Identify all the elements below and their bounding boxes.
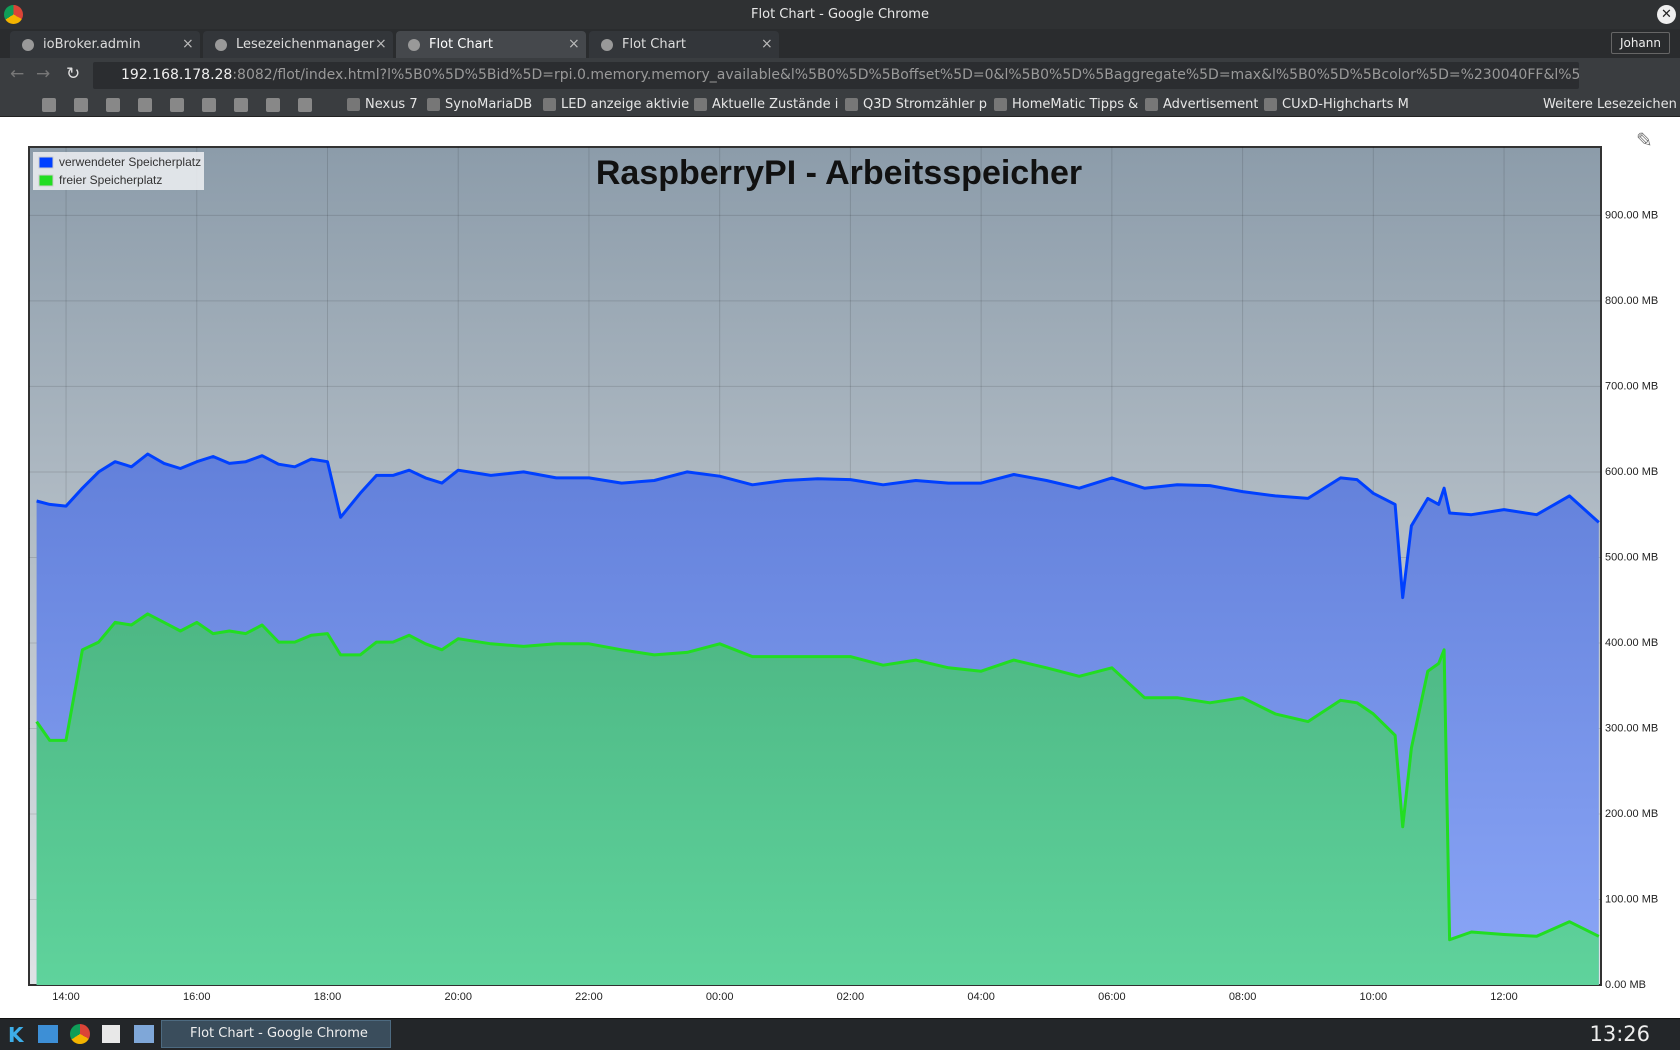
bookmark-icon — [427, 98, 440, 111]
clock: 13:26 — [1589, 1022, 1650, 1046]
bookmark-icon — [543, 98, 556, 111]
bookmark[interactable]: Q3D Stromzähler p — [843, 92, 987, 117]
close-window[interactable]: ✕ — [1657, 5, 1676, 24]
y-tick-label: 200.00 MB — [1605, 808, 1658, 820]
x-tick-label: 22:00 — [575, 991, 603, 1003]
bookmark-app-icon[interactable] — [138, 98, 152, 112]
bookmark-label: CUxD-Highcharts M — [1282, 97, 1409, 112]
legend-box — [33, 152, 204, 190]
area — [36, 613, 1599, 985]
reload-button[interactable]: ↻ — [66, 64, 81, 84]
x-tick-label: 20:00 — [444, 991, 472, 1003]
y-tick-label: 500.00 MB — [1605, 551, 1658, 563]
bookmark-icon — [1264, 98, 1277, 111]
bookmark[interactable]: HomeMatic Tipps & — [992, 92, 1138, 117]
bookmark[interactable]: CUxD-Highcharts M — [1262, 92, 1409, 117]
bookmark-label: Q3D Stromzähler p — [863, 97, 988, 112]
bookmark[interactable]: Aktuelle Zustände i — [692, 92, 838, 117]
bookmark-label: SynoMariaDB — [445, 97, 533, 112]
bookmark-app-icon[interactable] — [106, 98, 120, 112]
tab[interactable]: ioBroker.admin — [10, 31, 200, 58]
bookmark-app-icon[interactable] — [42, 98, 56, 112]
chrome-launcher[interactable] — [70, 1024, 90, 1044]
bookmark-icon — [347, 98, 360, 111]
bookmark-icon — [994, 98, 1007, 111]
bookmark-app-icon[interactable] — [266, 98, 280, 112]
bookmark-label: LED anzeige aktivie — [561, 97, 690, 112]
bookmark[interactable]: Nexus 7 — [345, 92, 418, 117]
x-tick-label: 18:00 — [314, 991, 342, 1003]
chart-title: RaspberryPI - Arbeitsspeicher — [596, 154, 1082, 192]
y-tick-label: 600.00 MB — [1605, 466, 1658, 478]
url-host: 192.168.178.28 — [121, 67, 233, 83]
x-tick-label: 10:00 — [1360, 991, 1388, 1003]
bookmark[interactable]: SynoMariaDB — [425, 92, 532, 117]
bookmark-app-icon[interactable] — [234, 98, 248, 112]
y-tick-label: 700.00 MB — [1605, 380, 1658, 392]
y-tick-label: 800.00 MB — [1605, 295, 1658, 307]
bookmark-label: Nexus 7 — [365, 97, 418, 112]
tab-close[interactable]: × — [761, 36, 773, 52]
x-tick-label: 08:00 — [1229, 991, 1257, 1003]
chrome-icon — [4, 5, 23, 24]
filemanager-icon[interactable] — [134, 1025, 154, 1043]
profile-button[interactable]: Johann — [1610, 32, 1670, 54]
x-tick-label: 14:00 — [52, 991, 80, 1003]
tab-icon — [215, 39, 227, 51]
legend-label: freier Speicherplatz — [59, 173, 162, 187]
legend-swatch — [38, 174, 54, 187]
x-tick-label: 12:00 — [1490, 991, 1518, 1003]
tab[interactable]: Flot Chart — [396, 31, 586, 58]
y-tick-label: 100.00 MB — [1605, 893, 1658, 905]
task-button[interactable]: Flot Chart - Google Chrome — [161, 1020, 391, 1048]
calendar-icon[interactable] — [102, 1025, 120, 1043]
bookmark-app-icon[interactable] — [74, 98, 88, 112]
back-button[interactable]: ← — [10, 64, 25, 84]
tab-close[interactable]: × — [182, 36, 194, 52]
tab-icon — [601, 39, 613, 51]
y-tick-label: 400.00 MB — [1605, 637, 1658, 649]
bookmark-app-icon[interactable] — [298, 98, 312, 112]
bookmark-label: Advertisement — [1163, 97, 1259, 112]
tab-close[interactable]: × — [375, 36, 387, 52]
bookmark-app-icon[interactable] — [202, 98, 216, 112]
window-title: Flot Chart - Google Chrome — [0, 0, 1680, 29]
x-tick-label: 16:00 — [183, 991, 211, 1003]
edit-icon[interactable]: ✎ — [1636, 128, 1653, 152]
bookmark-icon — [694, 98, 707, 111]
x-tick-label: 04:00 — [967, 991, 995, 1003]
y-tick-label: 300.00 MB — [1605, 722, 1658, 734]
bookmark-icon — [845, 98, 858, 111]
tab-icon — [22, 39, 34, 51]
bookmark-folder[interactable]: Weitere Lesezeichen — [1543, 97, 1677, 112]
forward-button[interactable]: → — [36, 64, 51, 84]
legend-swatch — [38, 156, 54, 169]
x-tick-label: 02:00 — [837, 991, 865, 1003]
url-rest: :8082/flot/index.html?l%5B0%5D%5Bid%5D=r… — [232, 67, 1579, 83]
x-tick-label: 06:00 — [1098, 991, 1126, 1003]
bookmark-label: HomeMatic Tipps & — [1012, 97, 1139, 112]
series-line — [35, 612, 1600, 942]
files-icon[interactable] — [38, 1025, 58, 1043]
bookmark[interactable]: LED anzeige aktivie — [541, 92, 689, 117]
bookmark-app-icon[interactable] — [170, 98, 184, 112]
x-tick-label: 00:00 — [706, 991, 734, 1003]
legend-label: verwendeter Speicherplatz — [59, 155, 201, 169]
y-tick-label: 900.00 MB — [1605, 209, 1658, 221]
series-line — [36, 452, 1600, 600]
chart: 0.00 MB 100.00 MB 200.00 MB 300.00 MB 400.00… — [28, 146, 1658, 1003]
bookmark-label: Aktuelle Zustände i — [712, 97, 839, 112]
tab[interactable]: Flot Chart — [589, 31, 779, 58]
tab[interactable]: Lesezeichenmanager — [203, 31, 393, 58]
bookmark-bar — [0, 92, 1680, 117]
bookmark-icon — [1145, 98, 1158, 111]
y-tick-label: 0.00 MB — [1605, 979, 1646, 991]
start-menu[interactable]: K — [8, 1023, 24, 1047]
address-bar[interactable]: 192.168.178.28:8082/flot/index.html?l%5B… — [93, 62, 1579, 89]
tab-close[interactable]: × — [568, 36, 580, 52]
bookmark[interactable]: Advertisement — [1143, 92, 1258, 117]
tab-icon — [408, 39, 420, 51]
